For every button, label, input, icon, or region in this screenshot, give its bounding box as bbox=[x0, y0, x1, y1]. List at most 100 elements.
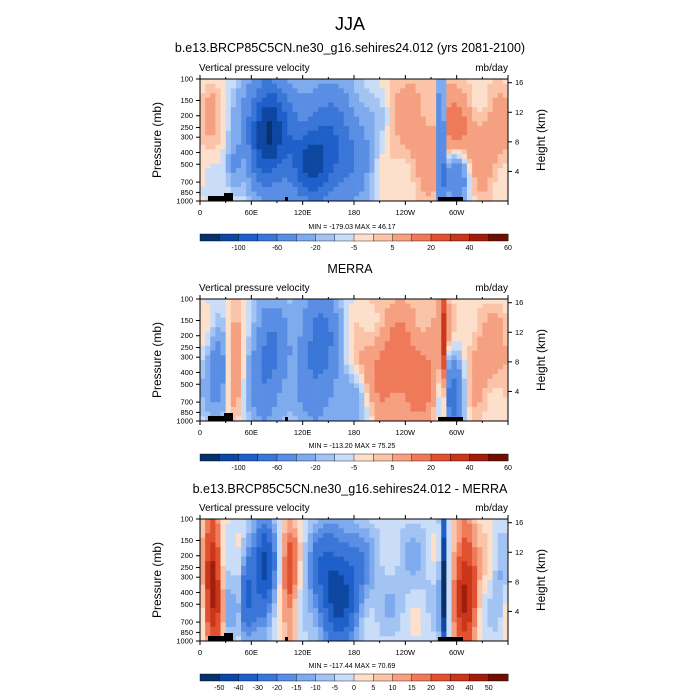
field-cell bbox=[364, 598, 370, 604]
field-cell bbox=[261, 158, 268, 164]
field-cell bbox=[307, 533, 314, 539]
field-cell bbox=[389, 584, 396, 590]
field-cell bbox=[328, 177, 334, 183]
field-cell bbox=[328, 622, 334, 628]
field-cell bbox=[441, 116, 447, 122]
field-cell bbox=[256, 406, 262, 412]
field-cell bbox=[477, 406, 483, 412]
colorbar-box bbox=[296, 673, 316, 682]
field-cell bbox=[456, 308, 463, 314]
field-cell bbox=[482, 360, 488, 365]
field-cell bbox=[328, 140, 334, 145]
field-cell bbox=[389, 626, 396, 632]
field-cell bbox=[210, 102, 216, 108]
field-cell bbox=[277, 617, 283, 623]
field-cell bbox=[333, 191, 339, 197]
xtick-label: 60W bbox=[449, 648, 465, 657]
field-cell bbox=[482, 327, 488, 333]
field-cell bbox=[328, 565, 334, 571]
field-cell bbox=[246, 125, 252, 131]
field-cell bbox=[420, 636, 427, 642]
field-cell bbox=[431, 196, 437, 202]
field-cell bbox=[425, 584, 432, 590]
field-cell bbox=[487, 177, 493, 183]
field-cell bbox=[441, 584, 447, 590]
field-cell bbox=[436, 369, 442, 375]
field-cell bbox=[210, 130, 216, 136]
field-cell bbox=[333, 196, 339, 202]
field-cell bbox=[482, 116, 488, 122]
field-cell bbox=[364, 149, 370, 155]
field-cell bbox=[241, 172, 247, 178]
field-cell bbox=[472, 547, 478, 553]
field-cell bbox=[359, 144, 365, 150]
field-cell bbox=[246, 172, 252, 178]
field-cell bbox=[307, 172, 314, 178]
field-cell bbox=[266, 144, 273, 150]
field-cell bbox=[328, 519, 334, 524]
field-cell bbox=[225, 612, 232, 618]
field-cell bbox=[461, 397, 468, 403]
field-cell bbox=[492, 603, 499, 609]
field-cell bbox=[302, 584, 309, 590]
field-cell bbox=[246, 364, 252, 370]
field-cell bbox=[220, 88, 226, 94]
field-cell bbox=[441, 589, 447, 595]
field-cell bbox=[277, 542, 283, 548]
field-cell bbox=[277, 528, 283, 534]
field-cell bbox=[384, 196, 391, 202]
field-cell bbox=[251, 612, 257, 618]
field-cell bbox=[287, 631, 293, 637]
field-cell bbox=[369, 528, 375, 534]
field-cell bbox=[451, 341, 457, 347]
field-cell bbox=[436, 83, 442, 89]
field-cell bbox=[395, 364, 401, 370]
field-cell bbox=[466, 121, 473, 127]
field-cell bbox=[364, 636, 370, 642]
field-cell bbox=[364, 186, 370, 192]
field-cell bbox=[200, 584, 206, 590]
field-cell bbox=[431, 551, 437, 557]
field-cell bbox=[451, 556, 457, 562]
field-cell bbox=[251, 374, 257, 380]
field-cell bbox=[328, 411, 334, 417]
field-cell bbox=[333, 561, 339, 567]
field-cell bbox=[307, 392, 314, 398]
field-cell bbox=[343, 523, 350, 529]
field-cell bbox=[425, 135, 432, 141]
field-cell bbox=[420, 154, 427, 160]
field-cell bbox=[369, 88, 375, 94]
field-cell bbox=[241, 617, 247, 623]
field-cell bbox=[241, 556, 247, 562]
field-cell bbox=[271, 523, 278, 529]
field-cell bbox=[215, 383, 221, 389]
field-cell bbox=[492, 383, 499, 389]
field-cell bbox=[405, 402, 411, 408]
field-cell bbox=[348, 191, 355, 197]
field-cell bbox=[343, 369, 350, 375]
field-cell bbox=[230, 102, 237, 108]
field-cell bbox=[235, 182, 242, 188]
field-cell bbox=[359, 622, 365, 628]
field-cell bbox=[410, 598, 416, 604]
field-cell bbox=[338, 149, 345, 155]
field-cell bbox=[200, 612, 206, 618]
field-cell bbox=[220, 97, 226, 103]
field-cell bbox=[348, 533, 355, 539]
field-cell bbox=[318, 603, 324, 609]
field-cell bbox=[210, 186, 216, 192]
field-cell bbox=[230, 331, 237, 337]
field-cell bbox=[246, 622, 252, 628]
field-cell bbox=[235, 360, 242, 365]
field-cell bbox=[328, 331, 334, 337]
field-cell bbox=[287, 594, 293, 600]
field-cell bbox=[292, 622, 298, 628]
field-cell bbox=[466, 313, 473, 319]
field-cell bbox=[282, 345, 288, 351]
field-cell bbox=[323, 79, 329, 84]
field-cell bbox=[497, 612, 504, 618]
field-cell bbox=[379, 163, 386, 169]
field-cell bbox=[492, 374, 499, 380]
field-cell bbox=[307, 135, 314, 141]
field-cell bbox=[287, 186, 293, 192]
